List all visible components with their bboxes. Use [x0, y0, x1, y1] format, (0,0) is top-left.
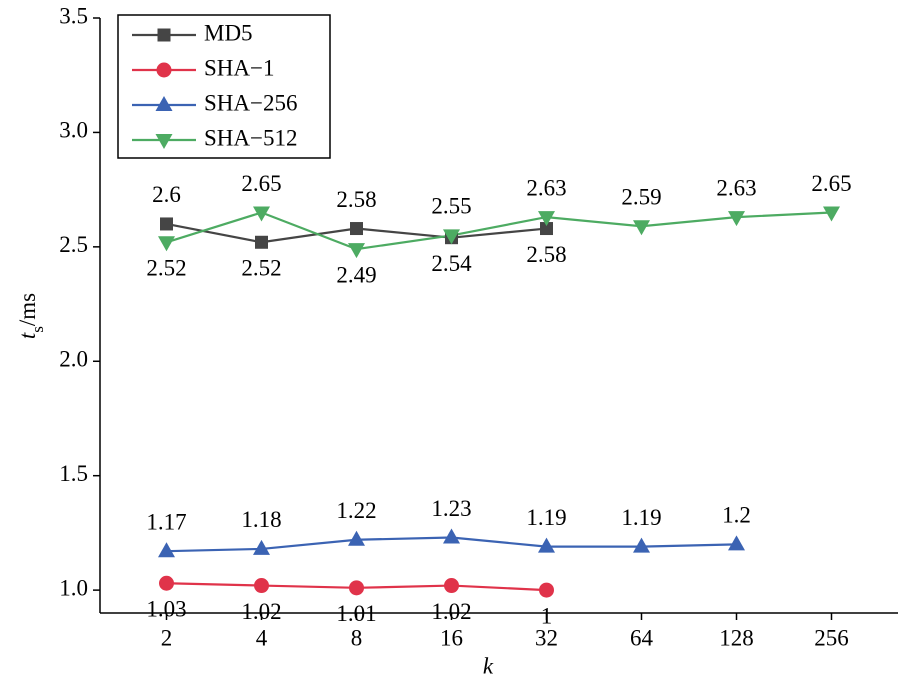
- marker: [539, 582, 554, 598]
- data-label: 1.22: [336, 498, 376, 523]
- x-tick-label: 128: [719, 625, 754, 650]
- y-tick-label: 1.5: [59, 461, 88, 486]
- x-tick-label: 4: [256, 625, 268, 650]
- legend-box: [117, 14, 331, 159]
- x-tick-label: 2: [161, 625, 173, 650]
- marker: [348, 530, 365, 546]
- marker: [158, 542, 175, 558]
- legend-label: SHA−256: [204, 90, 297, 115]
- x-tick-label: 32: [535, 625, 558, 650]
- marker: [160, 217, 173, 231]
- marker: [155, 96, 173, 111]
- series-line: [166, 211, 832, 251]
- x-tick-label: 8: [351, 625, 363, 650]
- data-label: 2.52: [146, 256, 186, 281]
- marker: [444, 578, 459, 594]
- marker: [348, 243, 365, 259]
- marker: [443, 229, 460, 245]
- marker: [253, 206, 270, 222]
- legend-label: MD5: [204, 20, 253, 45]
- legend-label: SHA−512: [204, 125, 297, 150]
- data-label: 2.63: [526, 175, 566, 200]
- marker: [538, 211, 555, 227]
- y-label-unit: /ms: [15, 293, 40, 326]
- marker: [155, 134, 173, 149]
- data-label: 2.54: [431, 251, 472, 276]
- legend-label: SHA−1: [204, 55, 274, 80]
- data-label: 1.01: [336, 601, 376, 626]
- data-label: 2.59: [621, 185, 661, 210]
- data-label: 2.65: [811, 171, 851, 196]
- marker: [157, 28, 171, 42]
- data-label: 1.19: [621, 505, 661, 530]
- marker: [254, 578, 269, 594]
- data-label: 2.63: [716, 175, 756, 200]
- marker: [728, 535, 745, 551]
- marker: [156, 62, 172, 78]
- data-label: 2.58: [336, 187, 376, 212]
- data-label: 1.2: [722, 503, 751, 528]
- marker: [158, 236, 175, 252]
- data-label: 1: [541, 603, 553, 628]
- data-label: 2.58: [526, 242, 566, 267]
- y-axis-label: ts/ms: [15, 293, 47, 339]
- x-axis-label: k: [483, 653, 494, 678]
- marker: [349, 580, 364, 596]
- y-tick-label: 1.0: [59, 575, 88, 600]
- marker: [350, 222, 363, 236]
- marker: [823, 206, 840, 222]
- data-label: 2.49: [336, 262, 376, 287]
- marker: [728, 211, 745, 227]
- marker: [255, 235, 268, 249]
- y-tick-label: 3.5: [59, 3, 88, 28]
- legend: MD5 SHA−1 SHA−256 SHA−512: [117, 14, 331, 159]
- data-label: 1.23: [431, 496, 471, 521]
- y-tick-label: 2.0: [59, 347, 88, 372]
- y-tick-label: 3.0: [59, 118, 88, 143]
- marker: [540, 222, 553, 236]
- data-label: 1.19: [526, 505, 566, 530]
- x-tick-label: 64: [630, 625, 654, 650]
- data-label: 1.17: [146, 509, 186, 534]
- marker: [633, 220, 650, 236]
- data-label: 1.18: [241, 507, 281, 532]
- data-label: 2.6: [152, 182, 181, 207]
- marker: [159, 575, 174, 591]
- marker: [443, 528, 460, 544]
- marker: [538, 537, 555, 553]
- data-label: 1.03: [146, 597, 186, 622]
- data-label: 1.02: [241, 599, 281, 624]
- data-label: 2.52: [241, 256, 281, 281]
- marker: [253, 539, 270, 555]
- x-tick-label: 16: [440, 625, 463, 650]
- marker: [633, 537, 650, 553]
- y-label-sub: s: [28, 326, 47, 333]
- data-label: 2.55: [431, 194, 471, 219]
- data-label: 1.02: [431, 599, 471, 624]
- x-tick-label: 256: [814, 625, 849, 650]
- y-label-main: t: [15, 332, 40, 339]
- data-label: 2.65: [241, 171, 281, 196]
- y-tick-label: 2.5: [59, 232, 88, 257]
